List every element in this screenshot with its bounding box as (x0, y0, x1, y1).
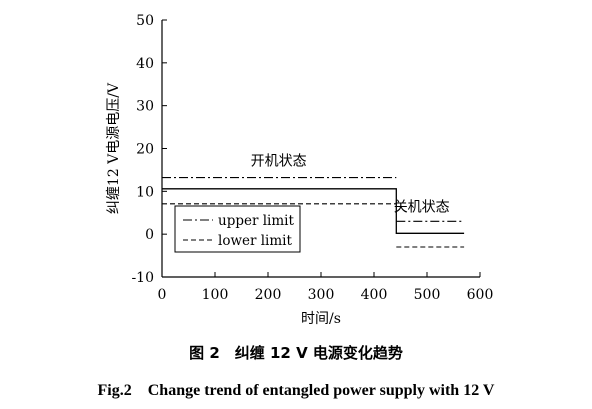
y-tick-label: -10 (131, 270, 154, 286)
y-tick-label: 40 (136, 56, 154, 72)
x-tick-label: 400 (361, 287, 388, 303)
y-axis-title: 纠缠12 V电源电压/V (105, 82, 122, 214)
x-tick-label: 300 (308, 287, 335, 303)
y-tick-label: 20 (136, 142, 154, 158)
figure-caption-chinese: 图 2 纠缠 12 V 电源变化趋势 (189, 344, 403, 362)
x-tick-label: 500 (414, 287, 441, 303)
legend-label-upper-limit: upper limit (218, 213, 294, 229)
x-axis-title: 时间/s (301, 311, 341, 327)
y-tick-label: 0 (145, 227, 154, 243)
annotation-label: 开机状态 (251, 154, 307, 170)
y-tick-label: 10 (136, 184, 154, 200)
y-tick-label: 30 (136, 99, 154, 115)
x-ticks: 0 100 200 300 400 500 600 (158, 272, 494, 303)
x-tick-label: 100 (202, 287, 229, 303)
y-ticks: -10 0 10 20 30 40 50 (131, 13, 167, 286)
legend-label-lower-limit: lower limit (218, 233, 292, 249)
series-lines (162, 177, 465, 248)
figure-caption-english: Fig.2 Change trend of entangled power su… (97, 382, 495, 399)
series-line-voltage (162, 188, 465, 234)
x-tick-label: 0 (158, 287, 167, 303)
y-tick-label: 50 (136, 13, 154, 29)
legend: upper limit lower limit (174, 205, 301, 253)
annotation-label: 关机状态 (394, 199, 450, 215)
x-tick-label: 600 (467, 287, 494, 303)
legend-box (174, 205, 301, 253)
x-tick-label: 200 (255, 287, 282, 303)
